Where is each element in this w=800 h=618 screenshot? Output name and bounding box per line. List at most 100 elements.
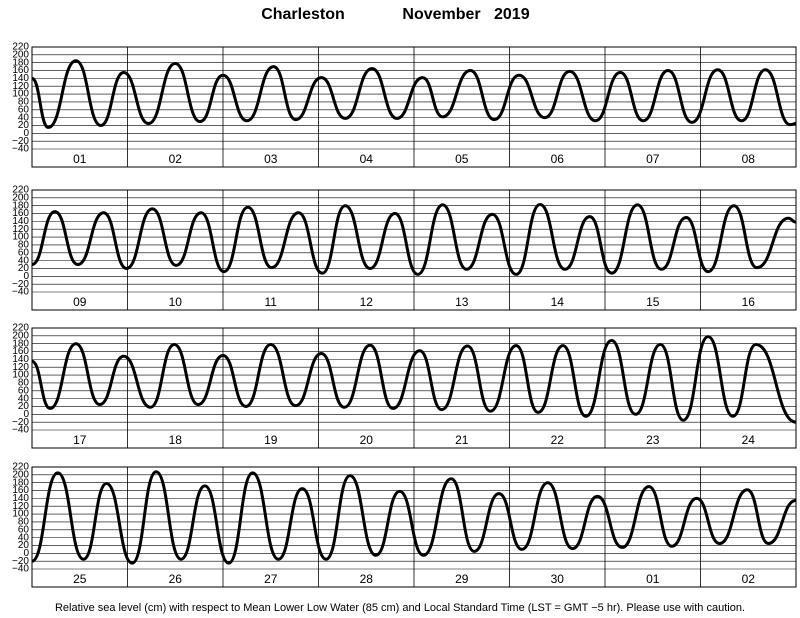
x-tick-label: 06 <box>551 152 565 166</box>
y-tick-label: 60 <box>18 104 30 115</box>
y-tick-label: 160 <box>12 346 29 357</box>
plot-frame <box>31 327 797 449</box>
x-tick-label: 14 <box>551 295 565 309</box>
y-tick-label: −40 <box>12 564 29 575</box>
y-tick-label: 100 <box>12 509 29 520</box>
x-tick-label: 10 <box>169 295 183 309</box>
x-tick-label: 21 <box>455 433 469 447</box>
x-tick-label: 24 <box>742 433 756 447</box>
plot-frame <box>31 466 797 588</box>
y-tick-label: 200 <box>12 330 29 341</box>
y-tick-label: 200 <box>12 192 29 203</box>
y-tick-label: −40 <box>12 425 29 436</box>
y-tick-label: −20 <box>12 556 29 567</box>
y-tick-label: 80 <box>18 97 30 108</box>
y-tick-label: 40 <box>18 532 30 543</box>
y-tick-label: 220 <box>12 323 29 334</box>
plot-frame <box>31 46 797 168</box>
y-tick-label: 20 <box>18 540 30 551</box>
plot-frame <box>31 189 797 311</box>
x-tick-label: 01 <box>646 572 660 586</box>
x-tick-label: 22 <box>551 433 565 447</box>
x-tick-label: 13 <box>455 295 469 309</box>
tide-line <box>32 335 796 424</box>
y-tick-label: 140 <box>12 354 29 365</box>
y-tick-label: 0 <box>23 271 29 282</box>
x-tick-label: 07 <box>646 152 660 166</box>
y-tick-label: 20 <box>18 401 30 412</box>
y-tick-label: 180 <box>12 338 29 349</box>
y-tick-label: 200 <box>12 49 29 60</box>
x-tick-label: 09 <box>73 295 87 309</box>
y-tick-label: 160 <box>12 208 29 219</box>
x-tick-label: 20 <box>360 433 374 447</box>
x-tick-label: 16 <box>742 295 756 309</box>
y-tick-label: 40 <box>18 393 30 404</box>
y-tick-label: −40 <box>12 144 29 155</box>
y-tick-label: 220 <box>12 185 29 196</box>
y-tick-label: 40 <box>18 112 30 123</box>
x-tick-label: 30 <box>551 572 565 586</box>
y-tick-label: 100 <box>12 370 29 381</box>
y-tick-label: 120 <box>12 501 29 512</box>
x-tick-label: 26 <box>169 572 183 586</box>
y-tick-label: 0 <box>23 409 29 420</box>
y-tick-label: 140 <box>12 216 29 227</box>
y-tick-label: 20 <box>18 263 30 274</box>
x-tick-label: 29 <box>455 572 469 586</box>
x-tick-label: 15 <box>646 295 660 309</box>
y-tick-label: 20 <box>18 120 30 131</box>
y-tick-label: 0 <box>23 128 29 139</box>
y-tick-label: 160 <box>12 485 29 496</box>
y-tick-label: 60 <box>18 385 30 396</box>
x-tick-label: 05 <box>455 152 469 166</box>
y-tick-label: 40 <box>18 255 30 266</box>
y-tick-label: 60 <box>18 247 30 258</box>
y-tick-label: 80 <box>18 517 30 528</box>
y-tick-label: 180 <box>12 477 29 488</box>
y-tick-label: 200 <box>12 469 29 480</box>
chart-period: November 2019 <box>402 6 529 23</box>
y-tick-label: −20 <box>12 136 29 147</box>
y-tick-label: 160 <box>12 65 29 76</box>
y-tick-label: 80 <box>18 378 30 389</box>
x-tick-label: 25 <box>73 572 87 586</box>
tide-line <box>32 203 796 276</box>
x-tick-label: 02 <box>742 572 756 586</box>
x-tick-label: 08 <box>742 152 756 166</box>
x-tick-label: 02 <box>169 152 183 166</box>
x-tick-label: 12 <box>360 295 374 309</box>
x-tick-label: 01 <box>73 152 87 166</box>
x-tick-label: 19 <box>264 433 278 447</box>
x-tick-label: 18 <box>169 433 183 447</box>
x-tick-label: 17 <box>73 433 87 447</box>
y-tick-label: 120 <box>12 362 29 373</box>
y-tick-label: 180 <box>12 57 29 68</box>
y-tick-label: 100 <box>12 89 29 100</box>
y-tick-label: 220 <box>12 42 29 53</box>
footnote: Relative sea level (cm) with respect to … <box>55 602 745 614</box>
y-tick-label: −20 <box>12 417 29 428</box>
chart-title: Charleston <box>261 6 345 23</box>
x-tick-label: 28 <box>360 572 374 586</box>
x-tick-label: 27 <box>264 572 278 586</box>
x-tick-label: 23 <box>646 433 660 447</box>
y-tick-label: 120 <box>12 224 29 235</box>
y-tick-label: 180 <box>12 200 29 211</box>
tide-line <box>32 470 796 565</box>
y-tick-label: −20 <box>12 279 29 290</box>
y-tick-label: 0 <box>23 548 29 559</box>
y-tick-label: −40 <box>12 287 29 298</box>
y-tick-label: 140 <box>12 493 29 504</box>
x-tick-label: 03 <box>264 152 278 166</box>
y-tick-label: 60 <box>18 524 30 535</box>
x-tick-label: 04 <box>360 152 374 166</box>
y-tick-label: 100 <box>12 232 29 243</box>
y-tick-label: 120 <box>12 81 29 92</box>
